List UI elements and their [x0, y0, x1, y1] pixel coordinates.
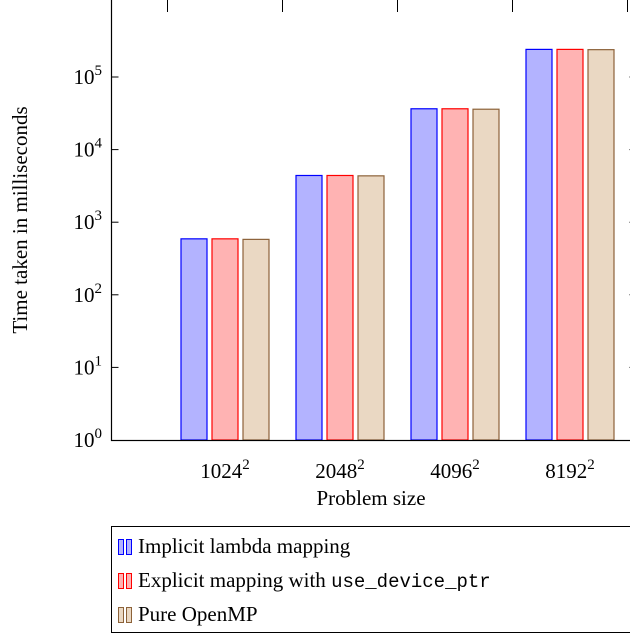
bar	[295, 174, 323, 441]
y-axis-label: Time taken in milliseconds	[8, 106, 32, 333]
legend-swatch-icon	[118, 605, 134, 623]
y-tick-label: 100	[74, 426, 103, 452]
bar	[410, 108, 438, 441]
y-tick-label: 105	[74, 63, 103, 89]
x-axis-label: Problem size	[316, 486, 425, 510]
legend: Implicit lambda mapping Explicit mapping…	[111, 526, 630, 633]
x-tick-label: 40962	[430, 457, 480, 483]
plot-frame	[110, 0, 630, 442]
legend-item-explicit: Explicit mapping with use_device_ptr	[118, 567, 491, 593]
bar	[326, 174, 354, 441]
legend-item-openmp: Pure OpenMP	[118, 602, 258, 626]
x-tick-label: 10242	[200, 457, 250, 483]
legend-label-implicit: Implicit lambda mapping	[138, 533, 351, 558]
bar	[556, 48, 584, 441]
bar	[587, 49, 615, 441]
y-tick-label: 102	[74, 281, 103, 307]
tick-labels: 100 101 102 103 104 105 10242 20482 40962 81922	[74, 63, 595, 483]
y-tick-label: 103	[74, 208, 103, 234]
x-tick-label: 81922	[545, 457, 595, 483]
bar-chart: 100 101 102 103 104 105 10242 20482 40962 81922 P…	[8, 0, 630, 510]
bars	[180, 48, 615, 441]
bar	[525, 48, 553, 441]
legend-label-openmp: Pure OpenMP	[138, 601, 258, 626]
bar	[472, 108, 500, 441]
bar	[211, 238, 239, 441]
legend-item-implicit: Implicit lambda mapping	[118, 534, 350, 558]
y-tick-label: 101	[74, 353, 103, 379]
bar	[357, 175, 385, 441]
x-tick-label: 20482	[315, 457, 365, 483]
y-tick-label: 104	[74, 136, 103, 162]
bar	[441, 108, 469, 441]
bar	[242, 238, 270, 441]
axis-ticks	[111, 0, 630, 368]
bar	[180, 238, 208, 441]
legend-swatch-icon	[118, 571, 134, 589]
legend-swatch-icon	[118, 537, 134, 555]
legend-label-explicit: Explicit mapping with use_device_ptr	[138, 567, 491, 593]
